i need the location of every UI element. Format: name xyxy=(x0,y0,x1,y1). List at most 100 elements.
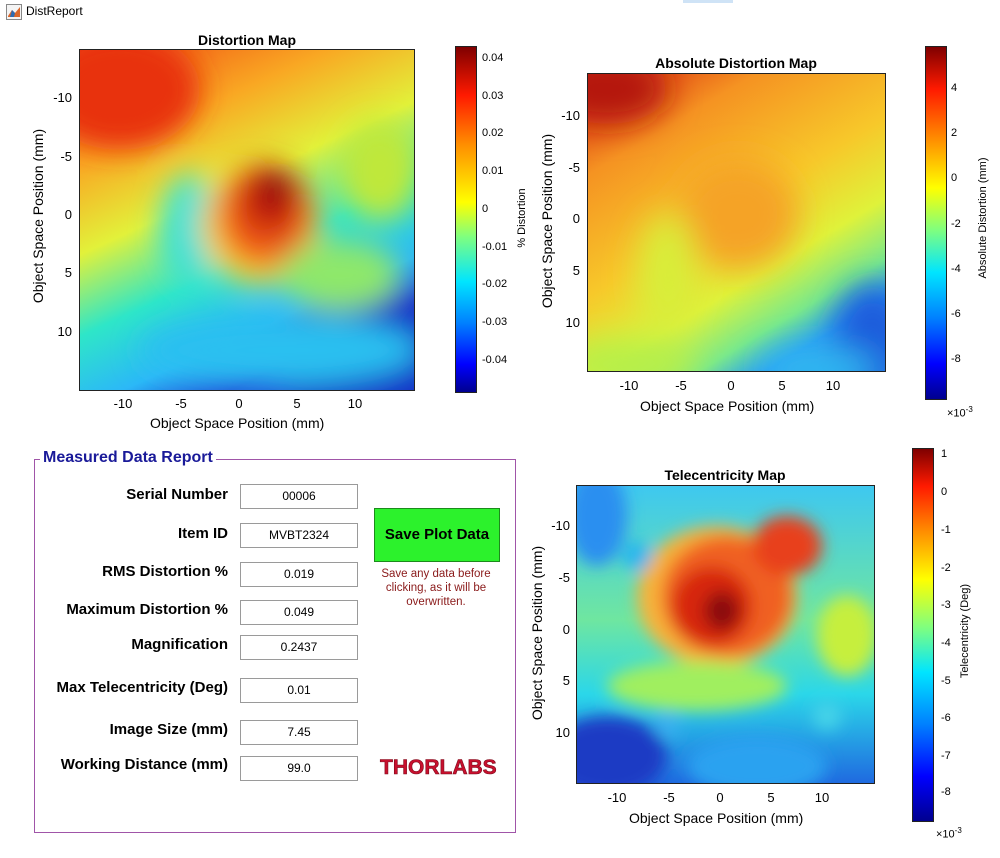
colorbar-tick: -8 xyxy=(941,786,951,798)
x-axis-label: Object Space Position (mm) xyxy=(150,415,325,431)
colorbar-tick: -4 xyxy=(941,637,951,649)
x-tick: 10 xyxy=(825,378,841,393)
colorbar-tick: 4 xyxy=(951,82,958,94)
x-axis-label: Object Space Position (mm) xyxy=(629,810,804,826)
colorbar-label: Telecentricity (Deg) xyxy=(959,583,971,679)
magnification-field[interactable]: 0.2437 xyxy=(240,635,358,660)
report-panel xyxy=(34,459,516,833)
colorbar-distortion xyxy=(455,46,477,393)
colorbar-tick: 2 xyxy=(951,127,958,139)
colorbar-tick: -1 xyxy=(941,524,951,536)
y-tick: 5 xyxy=(562,673,570,688)
title-accent-strip xyxy=(683,0,733,3)
colorbar-tick: -0.01 xyxy=(482,241,508,253)
x-tick: 10 xyxy=(814,790,830,805)
x-tick: 0 xyxy=(235,396,243,411)
x-tick: -5 xyxy=(175,396,187,411)
colorbar-tick: -3 xyxy=(941,599,951,611)
serial-number-field[interactable]: 00006 xyxy=(240,484,358,509)
y-tick: 0 xyxy=(562,622,570,637)
colorbar-tick: -7 xyxy=(941,750,951,762)
y-axis-label: Object Space Position (mm) xyxy=(539,133,555,309)
item-id-field[interactable]: MVBT2324 xyxy=(240,523,358,548)
svg-text:THORLABS: THORLABS xyxy=(380,756,497,779)
y-tick: 0 xyxy=(64,207,72,222)
max-distortion-label: Maximum Distortion % xyxy=(66,601,228,618)
image-size-field[interactable]: 7.45 xyxy=(240,720,358,745)
y-tick: 10 xyxy=(565,315,580,330)
y-tick: 10 xyxy=(57,324,72,339)
y-axis-label: Object Space Position (mm) xyxy=(529,545,545,721)
colorbar-absolute-distortion xyxy=(925,46,947,400)
colorbar-tick: -2 xyxy=(951,218,961,230)
colorbar-tick: -0.03 xyxy=(482,316,508,328)
x-tick: -5 xyxy=(675,378,687,393)
y-tick: -5 xyxy=(60,149,72,164)
x-tick: 5 xyxy=(293,396,301,411)
colorbar-tick: 0 xyxy=(941,486,948,498)
telecentricity-heatmap xyxy=(576,485,875,784)
x-axis-label: Object Space Position (mm) xyxy=(640,398,815,414)
y-tick: 5 xyxy=(572,263,580,278)
absolute-distortion-heatmap xyxy=(587,73,886,372)
colorbar-tick: -6 xyxy=(951,308,961,320)
colorbar-tick: 0.03 xyxy=(482,90,504,102)
colorbar-tick: -0.04 xyxy=(482,354,508,366)
absolute-distortion-heatmap-image xyxy=(588,74,885,371)
x-tick: 0 xyxy=(716,790,724,805)
plot-title-distortion: Distortion Map xyxy=(198,32,296,48)
colorbar-label: % Distortion xyxy=(516,188,528,248)
matlab-app-icon xyxy=(6,4,22,20)
rms-distortion-label: RMS Distortion % xyxy=(102,563,228,580)
colorbar-multiplier: ×10-3 xyxy=(936,826,962,841)
x-tick: -10 xyxy=(113,396,133,411)
y-tick: -10 xyxy=(53,90,72,105)
colorbar-tick: -6 xyxy=(941,712,951,724)
image-size-label: Image Size (mm) xyxy=(109,721,228,738)
x-tick: -5 xyxy=(663,790,675,805)
plot-title-telecentricity: Telecentricity Map xyxy=(664,467,786,483)
colorbar-tick: -5 xyxy=(941,675,951,687)
y-tick: -10 xyxy=(551,518,570,533)
thorlabs-logo: THORLABS xyxy=(380,756,497,780)
distortion-heatmap xyxy=(79,49,415,391)
plot-title-absolute-distortion: Absolute Distortion Map xyxy=(655,55,817,71)
colorbar-tick: 0 xyxy=(482,203,489,215)
y-tick: -5 xyxy=(568,160,580,175)
colorbar-tick: 1 xyxy=(941,448,948,460)
x-tick: 10 xyxy=(347,396,363,411)
y-tick: 10 xyxy=(555,725,570,740)
save-plot-data-button[interactable]: Save Plot Data xyxy=(374,508,500,562)
colorbar-label: Absolute Distortion (mm) xyxy=(977,157,989,279)
max-telecentricity-field[interactable]: 0.01 xyxy=(240,678,358,703)
window-titlebar xyxy=(0,0,1000,24)
save-warning-note: Save any data before clicking, as it wil… xyxy=(381,568,491,608)
serial-number-label: Serial Number xyxy=(126,486,228,503)
colorbar-tick: -2 xyxy=(941,562,951,574)
colorbar-tick: 0.02 xyxy=(482,127,504,139)
item-id-label: Item ID xyxy=(177,525,228,542)
colorbar-tick: -4 xyxy=(951,263,961,275)
working-distance-field[interactable]: 99.0 xyxy=(240,756,358,781)
colorbar-tick: -8 xyxy=(951,353,961,365)
window-title: DistReport xyxy=(26,4,83,18)
colorbar-multiplier: ×10-3 xyxy=(947,405,973,420)
y-tick: -10 xyxy=(561,108,580,123)
distortion-heatmap-image xyxy=(80,50,414,390)
colorbar-tick: 0 xyxy=(951,172,958,184)
y-tick: -5 xyxy=(558,570,570,585)
x-tick: -10 xyxy=(607,790,627,805)
rms-distortion-field[interactable]: 0.019 xyxy=(240,562,358,587)
max-telecentricity-label: Max Telecentricity (Deg) xyxy=(56,679,228,696)
colorbar-tick: 0.01 xyxy=(482,165,504,177)
max-distortion-field[interactable]: 0.049 xyxy=(240,600,358,625)
magnification-label: Magnification xyxy=(131,636,228,653)
y-axis-label: Object Space Position (mm) xyxy=(30,128,46,304)
working-distance-label: Working Distance (mm) xyxy=(60,756,228,773)
y-tick: 5 xyxy=(64,265,72,280)
y-tick: 0 xyxy=(572,211,580,226)
x-tick: -10 xyxy=(619,378,639,393)
x-tick: 5 xyxy=(778,378,786,393)
colorbar-tick: 0.04 xyxy=(482,52,504,64)
colorbar-tick: -0.02 xyxy=(482,278,508,290)
